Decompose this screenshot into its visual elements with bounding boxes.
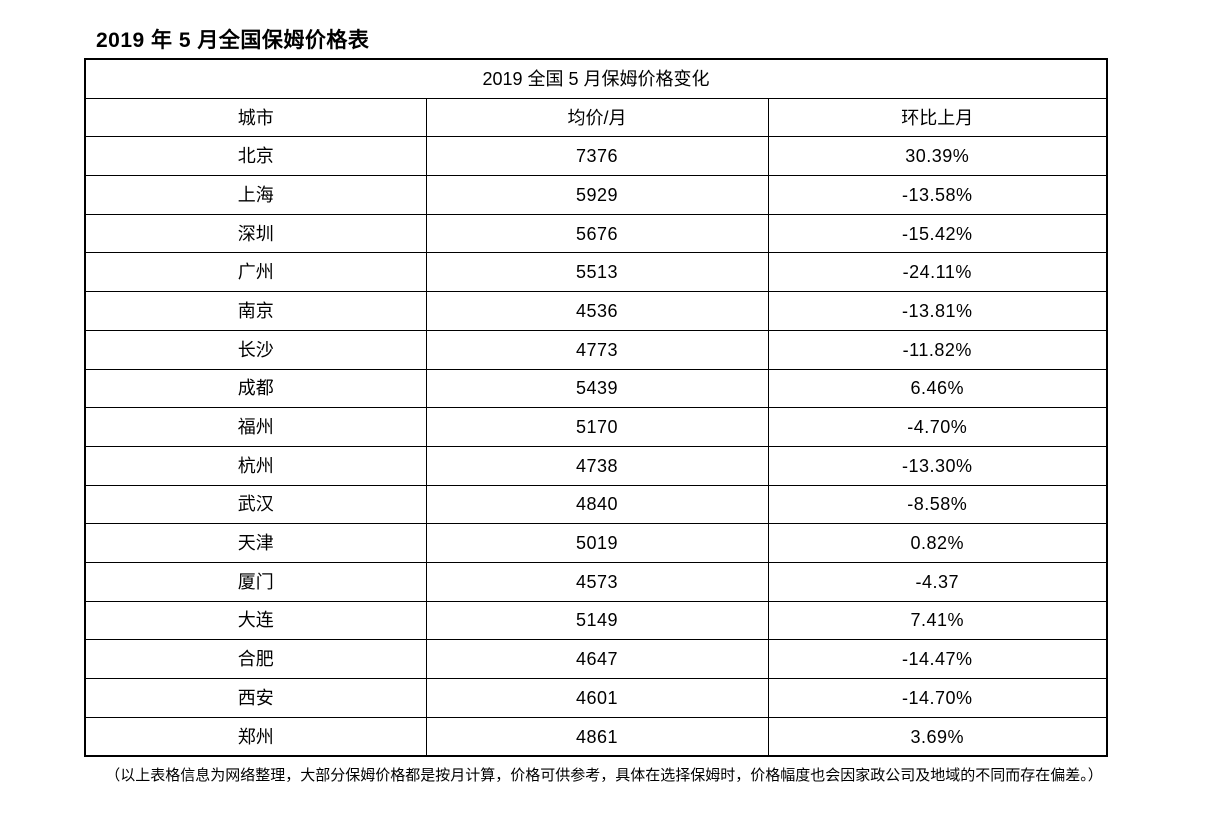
city-cell: 厦门 (84, 561, 427, 602)
table-caption: 2019 全国 5 月保姆价格变化 (84, 58, 1108, 99)
change-cell: -13.58% (767, 175, 1108, 215)
column-header-change: 环比上月 (767, 97, 1108, 138)
table-row: 大连 5149 7.41% (84, 600, 1108, 641)
price-cell: 5019 (425, 523, 769, 563)
table-row: 广州 5513 -24.11% (84, 252, 1108, 293)
change-cell: 3.69% (767, 716, 1108, 757)
city-cell: 广州 (84, 252, 427, 293)
change-cell: -14.47% (767, 639, 1108, 679)
table-row: 杭州 4738 -13.30% (84, 445, 1108, 486)
table-body: 2019 全国 5 月保姆价格变化 城市 均价/月 环比上月 北京 7376 3… (84, 58, 1108, 757)
city-cell: 西安 (84, 678, 427, 718)
city-cell: 福州 (84, 407, 427, 447)
city-cell: 成都 (84, 368, 427, 409)
price-cell: 4573 (425, 561, 769, 602)
price-cell: 4536 (425, 291, 769, 331)
change-cell: -15.42% (767, 213, 1108, 254)
change-cell: -11.82% (767, 329, 1108, 370)
city-cell: 南京 (84, 291, 427, 331)
table-row: 上海 5929 -13.58% (84, 175, 1108, 215)
city-cell: 合肥 (84, 639, 427, 679)
city-cell: 杭州 (84, 445, 427, 486)
column-header-price: 均价/月 (425, 97, 769, 138)
price-cell: 4861 (425, 716, 769, 757)
price-cell: 4738 (425, 445, 769, 486)
caption-row: 2019 全国 5 月保姆价格变化 (84, 58, 1108, 99)
table-row: 南京 4536 -13.81% (84, 291, 1108, 331)
price-cell: 4601 (425, 678, 769, 718)
price-cell: 5676 (425, 213, 769, 254)
table-row: 长沙 4773 -11.82% (84, 329, 1108, 370)
price-cell: 5929 (425, 175, 769, 215)
change-cell: -13.81% (767, 291, 1108, 331)
change-cell: 7.41% (767, 600, 1108, 641)
column-header-city: 城市 (84, 97, 427, 138)
price-cell: 5513 (425, 252, 769, 293)
table-row: 天津 5019 0.82% (84, 523, 1108, 563)
change-cell: -4.70% (767, 407, 1108, 447)
price-cell: 7376 (425, 136, 769, 177)
table-row: 武汉 4840 -8.58% (84, 484, 1108, 525)
price-cell: 4840 (425, 484, 769, 525)
footnote: （以上表格信息为网络整理，大部分保姆价格都是按月计算，价格可供参考，具体在选择保… (105, 767, 1103, 784)
price-cell: 5439 (425, 368, 769, 409)
price-table: 2019 全国 5 月保姆价格变化 城市 均价/月 环比上月 北京 7376 3… (84, 58, 1109, 758)
table-row: 北京 7376 30.39% (84, 136, 1108, 177)
change-cell: -4.37 (767, 561, 1108, 602)
table-row: 西安 4601 -14.70% (84, 678, 1108, 718)
table-row: 厦门 4573 -4.37 (84, 561, 1108, 602)
table-row: 福州 5170 -4.70% (84, 407, 1108, 447)
header-row: 城市 均价/月 环比上月 (84, 97, 1108, 138)
price-cell: 5170 (425, 407, 769, 447)
city-cell: 深圳 (84, 213, 427, 254)
change-cell: 6.46% (767, 368, 1108, 409)
city-cell: 长沙 (84, 329, 427, 370)
change-cell: 0.82% (767, 523, 1108, 563)
change-cell: -14.70% (767, 678, 1108, 718)
table-row: 深圳 5676 -15.42% (84, 213, 1108, 254)
change-cell: 30.39% (767, 136, 1108, 177)
price-cell: 5149 (425, 600, 769, 641)
city-cell: 郑州 (84, 716, 427, 757)
city-cell: 天津 (84, 523, 427, 563)
city-cell: 大连 (84, 600, 427, 641)
table-row: 成都 5439 6.46% (84, 368, 1108, 409)
price-cell: 4647 (425, 639, 769, 679)
page-title: 2019 年 5 月全国保姆价格表 (96, 29, 370, 52)
table-row: 合肥 4647 -14.47% (84, 639, 1108, 679)
city-cell: 上海 (84, 175, 427, 215)
change-cell: -13.30% (767, 445, 1108, 486)
price-cell: 4773 (425, 329, 769, 370)
change-cell: -24.11% (767, 252, 1108, 293)
table-row: 郑州 4861 3.69% (84, 716, 1108, 757)
city-cell: 武汉 (84, 484, 427, 525)
city-cell: 北京 (84, 136, 427, 177)
change-cell: -8.58% (767, 484, 1108, 525)
